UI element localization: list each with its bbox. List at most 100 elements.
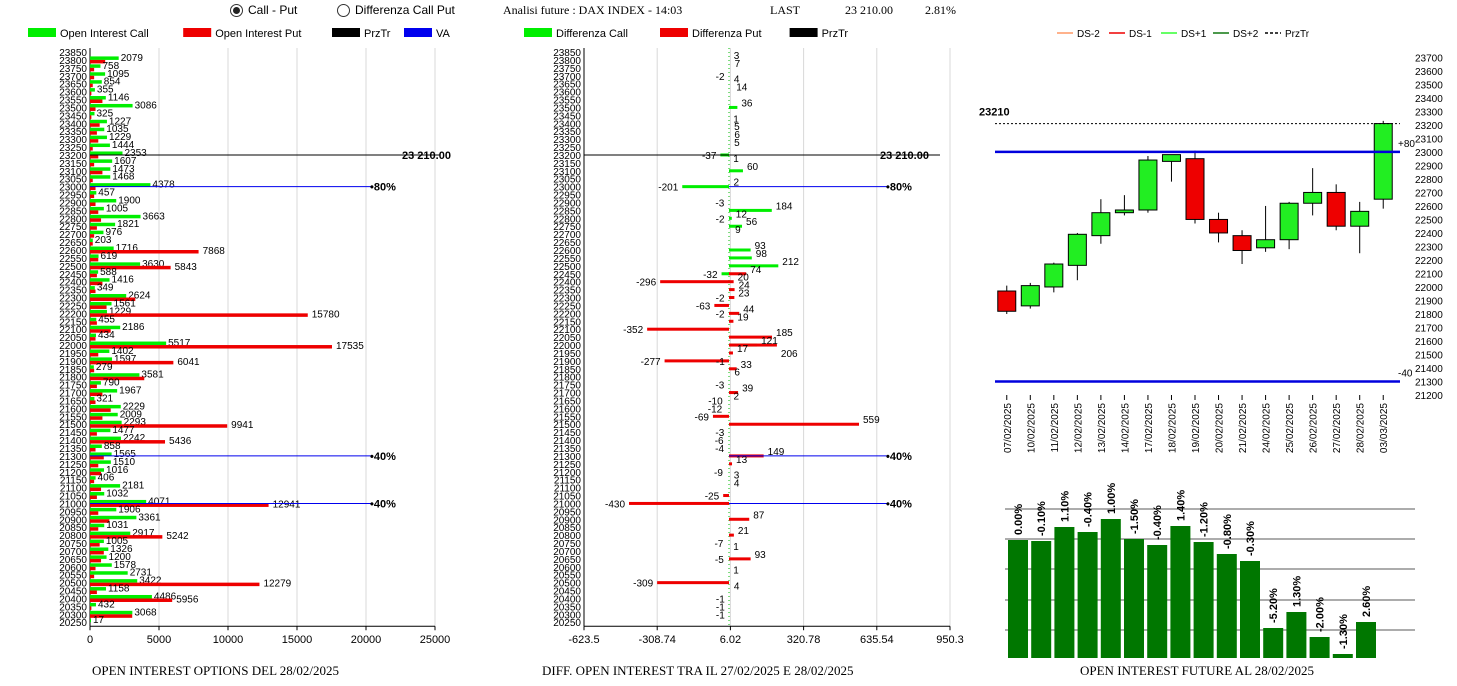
put-diff-bar [729,343,777,347]
oi-bar [1332,654,1353,658]
y-tick-label: 20800 [553,531,581,542]
radio-call-put[interactable]: Call - Put [230,3,297,17]
y-tick-label: 21300 [1415,377,1443,388]
footer-options: OPEN INTEREST OPTIONS DEL 28/02/2025 [92,663,339,678]
diff-label: -2 [716,309,725,320]
diff-label: -7 [714,539,723,550]
y-tick-label: 23450 [59,111,87,122]
radio-unselected-icon[interactable] [337,3,350,17]
oi-bar [1100,519,1121,658]
x-tick-label: 28/02/2025 [1356,403,1367,453]
put-bar [90,550,104,555]
call-diff-bar [729,169,743,173]
y-tick-label: 22800 [59,214,87,225]
va-label: •40% [370,451,396,463]
candle-body [1232,235,1252,252]
y-tick-label: 21250 [553,460,581,471]
call-diff-bar [721,272,729,276]
put-bar [90,83,93,88]
y-tick-label: 22250 [553,301,581,312]
call-label: 1561 [114,298,137,309]
y-tick-label: 22200 [59,309,87,320]
candle-body [1350,210,1370,227]
y-tick-label: 23850 [59,48,87,59]
legend-label: VA [436,28,451,40]
y-tick-label: 20550 [553,571,581,582]
oi-bar [1356,622,1376,658]
put-bar [90,273,97,278]
y-tick-label: 20650 [553,555,581,566]
call-label: 758 [102,61,119,72]
call-label: 1158 [108,584,130,595]
call-label: 1468 [112,172,135,183]
y-tick-label: 23150 [553,159,581,170]
put-diff-bar [729,462,733,466]
put-label: 5436 [169,436,192,447]
diff-label: 184 [776,201,793,212]
put-diff-bar [729,272,747,276]
call-bar [90,198,117,203]
candle-body [1256,239,1276,249]
y-tick-label: 22650 [553,238,581,249]
put-bar [90,75,95,80]
x-tick-label: -308.74 [639,634,676,646]
y-tick-label: 20950 [59,507,87,518]
put-diff-bar [729,280,734,284]
x-tick-label: 950.3 [936,634,964,646]
oi-bar-label: 1.00% [1106,483,1118,514]
radio-selected-icon[interactable] [230,3,243,17]
y-tick-label: 21100 [60,484,88,495]
x-tick-label: -623.5 [568,634,599,646]
put-bar [90,147,93,151]
radio-differenza[interactable]: Differenza Call Put [337,3,455,17]
y-tick-label: 21400 [553,436,581,447]
diff-label: -32 [703,270,718,281]
y-tick-label: 22750 [59,222,87,233]
y-tick-label: 21550 [553,412,581,423]
y-tick-label: 23450 [553,111,581,122]
y-tick-label: 22700 [59,230,87,241]
diff-label: 6 [734,130,740,141]
va-label: •40% [886,498,912,510]
call-bar [90,325,121,330]
y-tick-label: 22900 [1415,161,1443,172]
put-bar [90,519,110,523]
call-label: 3361 [138,512,161,523]
y-tick-label: 21800 [59,373,87,384]
call-label: 457 [98,188,115,199]
candlestick-chart: DS-2 DS-1 DS+1 DS+2 PrzTr 21200 21300 21400 2150… [979,29,1443,453]
y-tick-label: 22200 [1415,256,1443,267]
put-bar [90,408,111,412]
y-tick-label: 23650 [553,80,581,91]
x-tick-label: 19/02/2025 [1191,403,1202,453]
x-tick-label: 11/02/2025 [1050,403,1061,453]
call-bar [90,381,101,385]
y-tick-label: 21150 [60,476,88,487]
call-bar [90,618,91,623]
va-label: -40 [1398,368,1413,379]
diff-label: 44 [743,304,755,315]
oi-bar-label: -0.30% [1245,521,1257,556]
legend-swatch [332,28,360,37]
put-bar [90,558,102,563]
call-bar [90,602,96,607]
put-bar [90,448,96,452]
put-bar [90,115,92,119]
call-label: 434 [98,330,115,341]
y-tick-label: 23100 [553,167,581,178]
diff-label: 98 [756,249,768,260]
y-tick-label: 22150 [59,317,87,328]
diff-label: -2 [716,214,725,225]
oi-bar-label: -1.20% [1199,502,1211,537]
oi-bar [1054,527,1075,658]
y-tick-label: 23700 [59,72,87,83]
put-bar [90,535,163,539]
oi-bar [1193,542,1214,658]
put-bar [90,178,93,183]
call-bar [90,349,110,353]
y-tick-label: 21950 [59,349,87,360]
call-label: 2079 [121,53,144,64]
put-label: 5843 [175,262,198,273]
y-tick-label: 21400 [59,436,87,447]
diff-label: 3 [734,471,740,482]
